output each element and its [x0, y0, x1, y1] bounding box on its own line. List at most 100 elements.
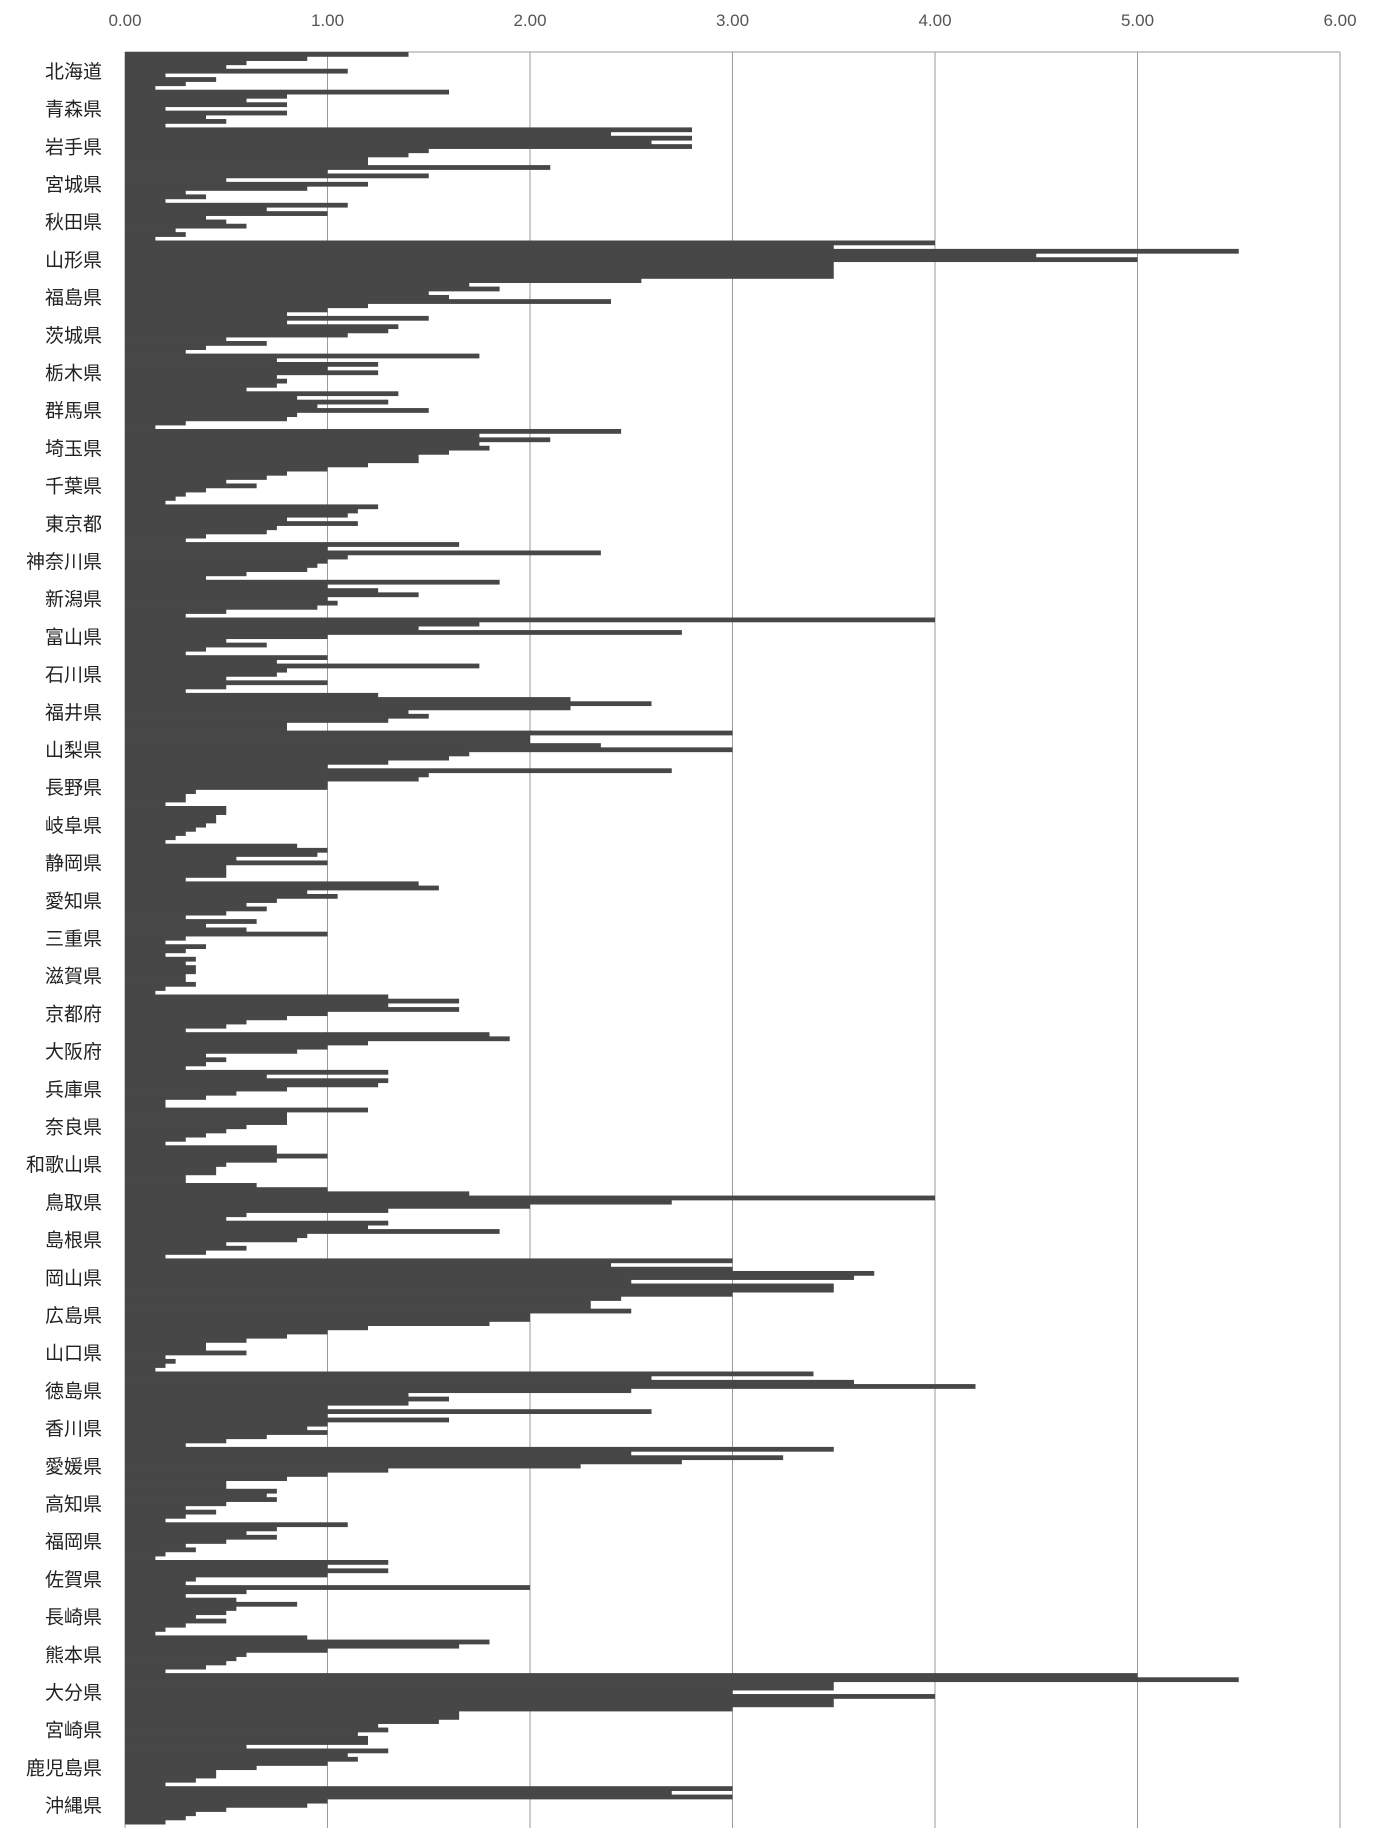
bar — [125, 977, 186, 983]
bar — [125, 248, 1239, 254]
bar — [125, 529, 267, 535]
category-label: 大阪府 — [45, 1041, 102, 1063]
bar — [125, 68, 348, 74]
bar — [125, 630, 682, 635]
bar — [125, 826, 196, 832]
bar — [125, 240, 935, 246]
bar — [125, 479, 227, 485]
bar — [125, 357, 277, 363]
x-tick-label: 5.00 — [1121, 11, 1154, 30]
bar — [125, 1539, 227, 1544]
bar — [125, 856, 237, 862]
category-label: 福井県 — [45, 702, 102, 724]
bar — [125, 550, 601, 556]
bar — [125, 722, 287, 728]
bar — [125, 986, 166, 991]
bar — [125, 131, 611, 137]
bar — [125, 1631, 156, 1636]
bar — [125, 1312, 530, 1318]
bar — [125, 592, 419, 598]
bar — [125, 261, 834, 267]
bar — [125, 1300, 591, 1306]
category-label: 群馬県 — [45, 400, 102, 422]
bar — [125, 1802, 308, 1808]
bar — [125, 1379, 854, 1385]
bar — [125, 504, 379, 510]
bar — [125, 1120, 287, 1125]
bar — [125, 1082, 379, 1088]
bar — [125, 114, 206, 120]
bar — [125, 1011, 328, 1017]
bar — [125, 1589, 247, 1595]
bar — [125, 751, 470, 757]
bar — [125, 525, 277, 531]
category-label: 佐賀県 — [45, 1569, 102, 1591]
bar — [125, 299, 611, 304]
bar — [125, 1714, 460, 1720]
category-label: 京都府 — [45, 1003, 102, 1025]
bar — [125, 1128, 227, 1134]
bar — [125, 1706, 733, 1712]
bar — [125, 1371, 814, 1377]
bar — [125, 1526, 277, 1532]
bar — [125, 332, 348, 338]
bar — [125, 1509, 217, 1515]
x-tick-label: 2.00 — [513, 11, 546, 30]
bar — [125, 1815, 186, 1821]
x-tick-label: 4.00 — [918, 11, 951, 30]
bar — [125, 843, 298, 849]
bar — [125, 1266, 733, 1272]
bar — [125, 1752, 348, 1758]
bar — [125, 604, 318, 610]
bar — [125, 378, 287, 384]
bar — [125, 965, 196, 970]
bar — [125, 148, 429, 154]
bar — [125, 475, 267, 480]
bar — [125, 1233, 308, 1239]
bar — [125, 1095, 206, 1100]
bar — [125, 173, 429, 179]
bar — [125, 470, 287, 476]
category-label: 宮崎県 — [45, 1720, 102, 1742]
bar — [125, 1367, 156, 1373]
bar — [125, 1647, 328, 1653]
bar — [125, 1392, 409, 1398]
bar — [125, 458, 419, 464]
bar — [125, 1585, 530, 1590]
bar — [125, 429, 622, 434]
bar — [125, 1522, 348, 1528]
bar — [125, 1203, 530, 1209]
bar — [125, 1622, 186, 1628]
bar — [125, 1467, 389, 1473]
bar — [125, 1220, 389, 1226]
x-tick-label: 6.00 — [1323, 11, 1356, 30]
bar — [125, 496, 176, 501]
bar — [125, 1032, 490, 1037]
bar — [125, 119, 227, 124]
category-label: 秋田県 — [45, 212, 102, 234]
bar — [125, 1459, 682, 1465]
bar — [125, 914, 186, 920]
bar — [125, 1208, 389, 1213]
bar — [125, 374, 277, 380]
bar — [125, 1735, 368, 1741]
bar — [125, 1798, 328, 1804]
bar — [125, 110, 287, 116]
bar — [125, 1765, 257, 1771]
bar — [125, 403, 318, 409]
bar — [125, 454, 419, 459]
bar — [125, 1405, 328, 1410]
bar — [125, 127, 692, 133]
bar — [125, 227, 176, 233]
bar — [125, 202, 348, 208]
bar — [125, 211, 328, 216]
bar — [125, 307, 328, 313]
bar — [125, 336, 227, 342]
bar — [125, 822, 206, 828]
category-label: 青森県 — [45, 99, 102, 121]
bar — [125, 910, 227, 916]
bar — [125, 98, 247, 103]
bar — [125, 554, 348, 560]
category-label: 栃木県 — [45, 363, 102, 385]
bar — [125, 1710, 460, 1716]
